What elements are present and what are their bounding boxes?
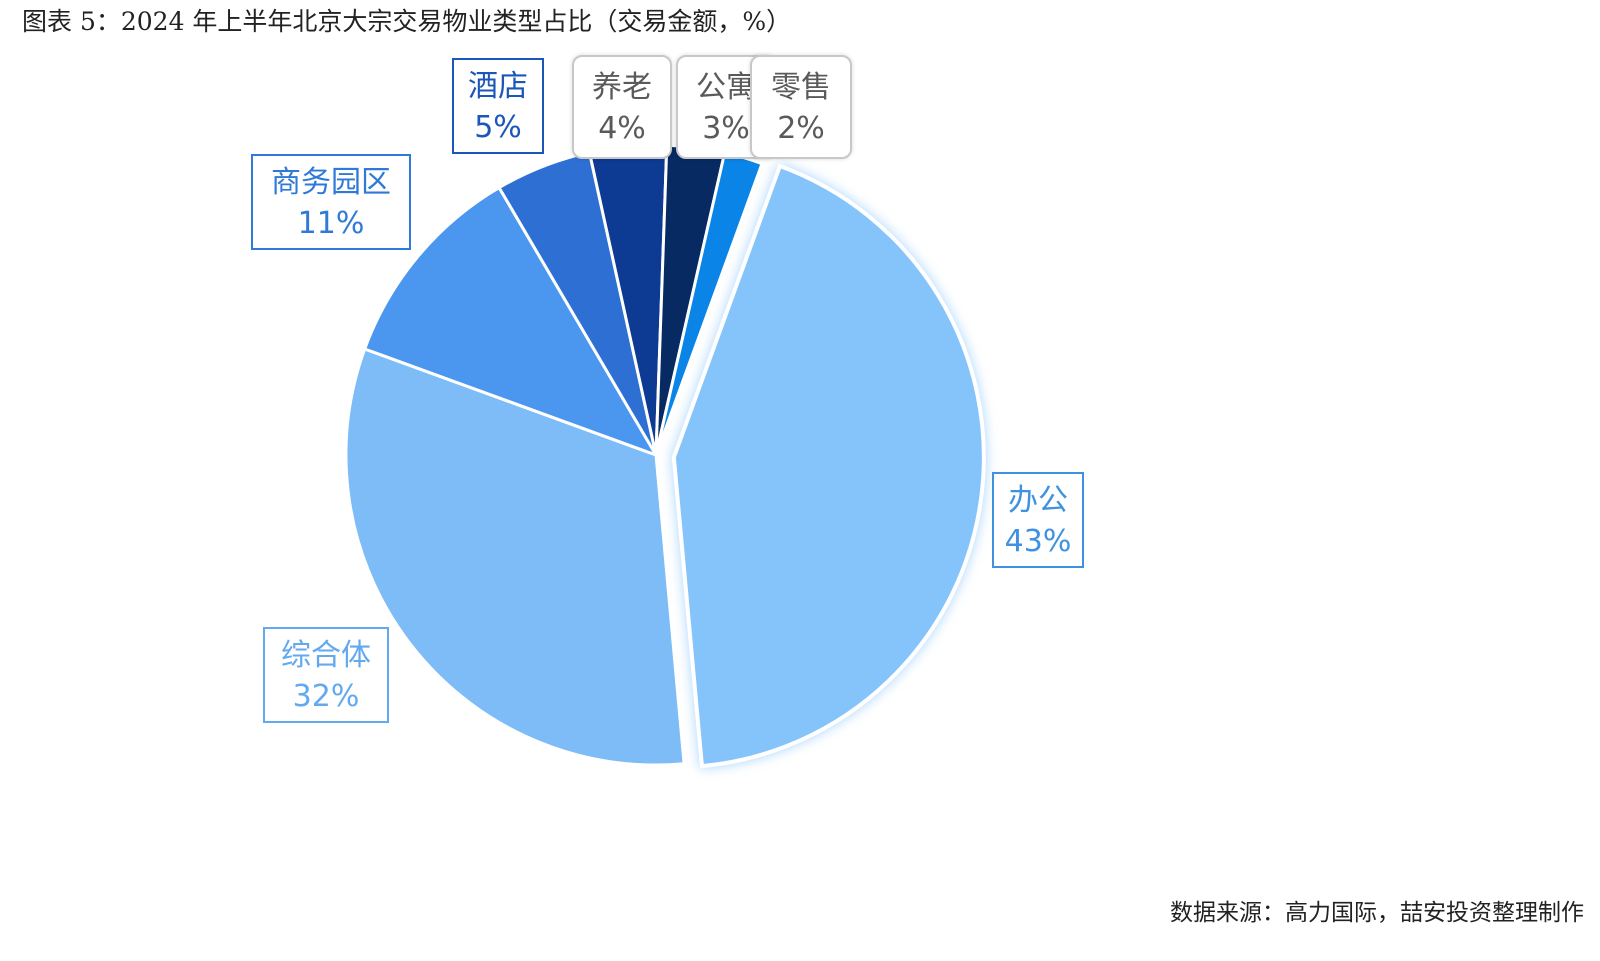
pie-slice-2 <box>344 347 686 767</box>
slice-label-3: 商务园区 11% <box>251 154 411 250</box>
slice-label-name: 养老 <box>592 70 652 105</box>
slice-label-value: 32% <box>292 679 360 714</box>
slice-label-name: 酒店 <box>468 69 528 104</box>
slice-label-name: 零售 <box>771 70 831 105</box>
slice-label-2: 综合体 32% <box>263 627 389 723</box>
slice-label-name: 办公 <box>1008 483 1068 518</box>
slice-label-name: 公寓 <box>696 70 756 105</box>
slice-label-value: 5% <box>474 110 522 145</box>
slice-label-value: 11% <box>297 206 365 241</box>
slice-label-value: 43% <box>1004 524 1072 559</box>
slice-label-value: 3% <box>702 111 750 146</box>
slice-label-value: 2% <box>777 111 825 146</box>
slice-label-7: 零售 2% <box>750 55 852 159</box>
data-source-note: 数据来源：高力国际，喆安投资整理制作 <box>1170 900 1584 926</box>
slice-label-4: 酒店 5% <box>452 58 544 154</box>
slice-label-1: 办公 43% <box>992 472 1084 568</box>
slice-label-value: 4% <box>598 111 646 146</box>
slice-label-name: 商务园区 <box>271 165 391 200</box>
chart-title: 图表 5：2024 年上半年北京大宗交易物业类型占比（交易金额，%） <box>22 7 792 36</box>
pie-slice-1 <box>671 164 986 769</box>
slice-label-name: 综合体 <box>281 638 371 673</box>
pie-slice-3 <box>363 186 658 457</box>
slice-label-5: 养老 4% <box>572 55 672 159</box>
